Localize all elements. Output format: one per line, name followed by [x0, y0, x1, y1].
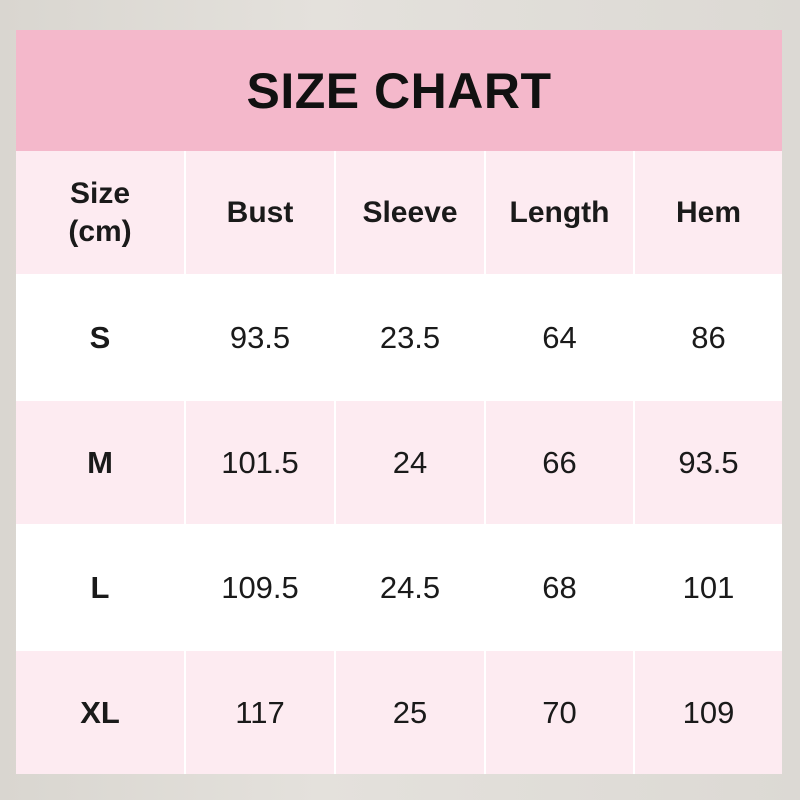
header-size: Size (cm)	[68, 176, 132, 248]
header-length: Length	[484, 151, 633, 274]
header-bust: Bust	[184, 151, 334, 274]
header-row: Size (cm) Bust Sleeve Length Hem	[16, 151, 782, 274]
length-cell: 70	[484, 651, 633, 774]
chart-title: SIZE CHART	[16, 30, 782, 151]
hem-cell: 86	[633, 276, 782, 399]
bust-cell: 117	[184, 651, 334, 774]
table-row: XL 117 25 70 109	[16, 649, 782, 774]
hem-cell: 93.5	[633, 401, 782, 524]
bust-cell: 101.5	[184, 401, 334, 524]
header-hem: Hem	[633, 151, 782, 274]
size-cell: XL	[80, 694, 120, 730]
table-row: M 101.5 24 66 93.5	[16, 399, 782, 524]
size-cell: L	[90, 569, 110, 605]
size-chart: SIZE CHART Size (cm) Bust Sleeve Length …	[16, 30, 782, 774]
bust-cell: 109.5	[184, 526, 334, 649]
table-row: S 93.5 23.5 64 86	[16, 274, 782, 399]
hem-cell: 109	[633, 651, 782, 774]
header-sleeve: Sleeve	[334, 151, 484, 274]
length-cell: 64	[484, 276, 633, 399]
sleeve-cell: 24.5	[334, 526, 484, 649]
sleeve-cell: 24	[334, 401, 484, 524]
hem-cell: 101	[633, 526, 782, 649]
length-cell: 66	[484, 401, 633, 524]
sleeve-cell: 23.5	[334, 276, 484, 399]
bust-cell: 93.5	[184, 276, 334, 399]
table-row: L 109.5 24.5 68 101	[16, 524, 782, 649]
size-cell: M	[87, 444, 113, 480]
size-cell: S	[89, 319, 111, 355]
sleeve-cell: 25	[334, 651, 484, 774]
length-cell: 68	[484, 526, 633, 649]
